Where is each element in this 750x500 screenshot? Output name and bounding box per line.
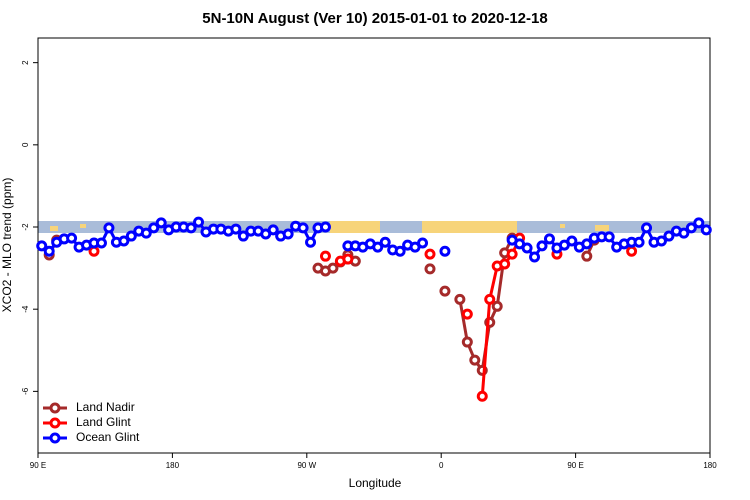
data-point (521, 242, 533, 254)
x-tick-label: 90 W (297, 461, 316, 470)
x-tick-label: 90 E (30, 461, 46, 470)
y-tick-label: -2 (21, 223, 30, 231)
data-point (461, 308, 473, 320)
legend-label: Land Nadir (76, 400, 135, 414)
data-point (282, 228, 294, 240)
data-point (484, 293, 496, 305)
data-point (140, 227, 152, 239)
data-point (461, 336, 473, 348)
data-point (379, 236, 391, 248)
data-point (663, 230, 675, 242)
data-point (454, 293, 466, 305)
x-axis-label: Longitude (349, 476, 402, 490)
y-tick-label: 2 (21, 60, 30, 65)
data-point (185, 222, 197, 234)
data-point (536, 240, 548, 252)
legend-label: Ocean Glint (76, 430, 140, 444)
x-tick-label: 180 (703, 461, 717, 470)
data-point (469, 354, 481, 366)
data-point (267, 224, 279, 236)
data-point (155, 217, 167, 229)
data-point (148, 222, 160, 234)
legend-label: Land Glint (76, 415, 131, 429)
data-point (327, 262, 339, 274)
x-tick-label: 0 (439, 461, 444, 470)
data-point (529, 251, 541, 263)
data-point (103, 222, 115, 234)
data-point (424, 263, 436, 275)
data-point (476, 390, 488, 402)
x-tick-label: 180 (166, 461, 180, 470)
data-point (633, 236, 645, 248)
data-point (36, 240, 48, 252)
data-point (499, 258, 511, 270)
data-point (491, 300, 503, 312)
data-point (603, 231, 615, 243)
data-point (417, 237, 429, 249)
data-point (297, 222, 309, 234)
data-point (543, 233, 555, 245)
data-point (372, 241, 384, 253)
data-point (342, 253, 354, 265)
data-point (439, 245, 451, 257)
data-point (43, 245, 55, 257)
legend-marker (49, 417, 61, 429)
chart-title: 5N-10N August (Ver 10) 2015-01-01 to 202… (202, 10, 547, 27)
data-point (424, 248, 436, 260)
data-point (319, 250, 331, 262)
data-point (566, 235, 578, 247)
data-point (693, 217, 705, 229)
data-point (95, 237, 107, 249)
data-point (305, 236, 317, 248)
data-point (230, 223, 242, 235)
y-tick-label: -6 (21, 387, 30, 395)
y-tick-label: 0 (21, 142, 30, 147)
legend-marker (49, 432, 61, 444)
legend-marker (49, 402, 61, 414)
y-axis-label: XCO2 - MLO trend (ppm) (0, 178, 14, 313)
data-point (678, 227, 690, 239)
data-point (394, 245, 406, 257)
data-point (319, 221, 331, 233)
data-point (641, 222, 653, 234)
x-tick-label: 90 E (567, 461, 583, 470)
data-point (118, 235, 130, 247)
data-point (125, 230, 137, 242)
data-point (581, 250, 593, 262)
data-point (700, 224, 712, 236)
data-point (193, 216, 205, 228)
data-point (66, 232, 78, 244)
data-point (237, 230, 249, 242)
data-point (581, 238, 593, 250)
data-point (685, 222, 697, 234)
data-point (626, 245, 638, 257)
y-tick-label: -4 (21, 305, 30, 313)
data-point (655, 235, 667, 247)
data-point (439, 285, 451, 297)
data-point (506, 248, 518, 260)
